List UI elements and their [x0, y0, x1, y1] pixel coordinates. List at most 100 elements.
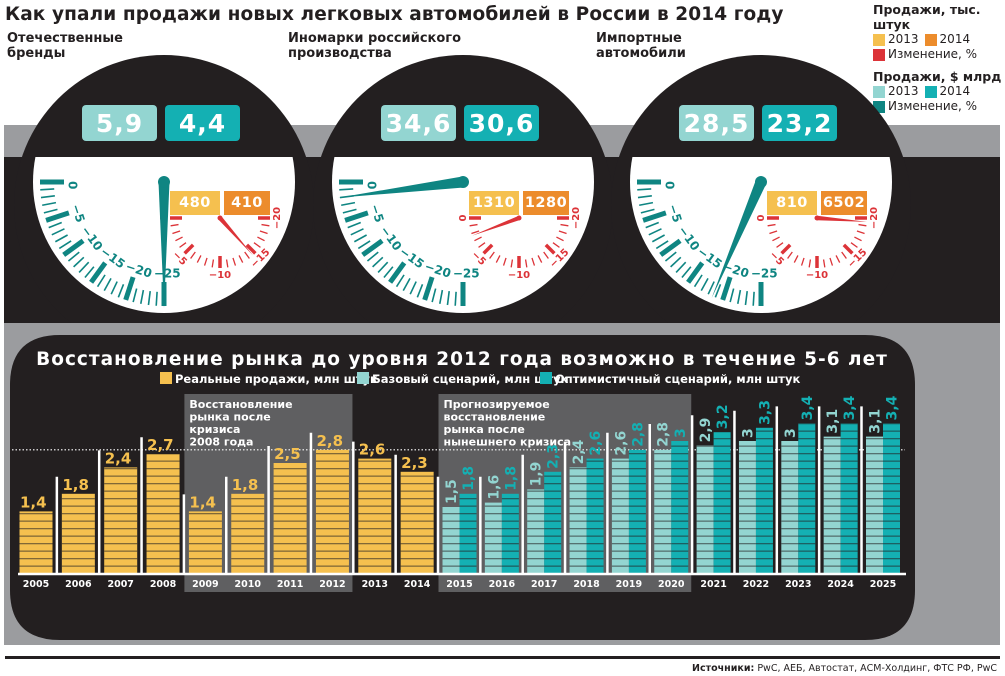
units-scale-minor-tick — [244, 251, 250, 259]
bar-stripes — [611, 458, 629, 573]
usd-scale-label: −25 — [751, 266, 778, 280]
bar-stripes — [696, 445, 714, 573]
usd-scale-major-tick — [361, 238, 384, 257]
bar-stripes — [866, 436, 883, 573]
usd-scale-major-tick — [123, 276, 136, 301]
bar-value-label-optimistic: 1,8 — [503, 466, 519, 491]
legend-swatch-usd-2014 — [924, 85, 937, 98]
bar-value-label-optimistic: 2,6 — [588, 431, 604, 456]
units-scale-minor-tick — [257, 236, 265, 242]
legend-usd-2014: 2014 — [939, 84, 971, 98]
bar-value-label-optimistic: 3 — [673, 428, 689, 438]
units-scale-minor-tick — [858, 223, 867, 227]
bar-value-label: 2,5 — [274, 445, 301, 463]
usd-scale-minor-tick — [155, 291, 158, 306]
usd-scale-minor-tick — [147, 291, 152, 306]
bar-stripes — [798, 423, 816, 573]
gauge-label-imported: Импортные автомобили — [596, 31, 686, 61]
units-needle-pivot — [217, 215, 223, 221]
units-scale-major-tick — [482, 243, 494, 255]
units-2013-value: 810 — [767, 191, 817, 215]
usd-scale-minor-tick — [454, 291, 457, 306]
bar-value-label-optimistic: 3,2 — [715, 404, 731, 429]
usd-scale-minor-tick — [103, 278, 112, 292]
units-scale-minor-tick — [225, 259, 229, 268]
units-scale-minor-tick — [856, 230, 865, 235]
bar-value-label-base: 2,9 — [698, 418, 714, 443]
bar-stripes — [104, 467, 138, 573]
units-scale-minor-tick — [232, 257, 237, 266]
usd-scale-minor-tick — [353, 234, 367, 243]
usd-change-needle — [158, 182, 170, 308]
usd-scale-minor-tick — [110, 281, 118, 295]
usd-scale-minor-tick — [664, 251, 677, 262]
units-scale-minor-tick — [558, 230, 567, 235]
x-tick-label: 2023 — [785, 579, 811, 590]
bar-stripes — [823, 436, 841, 573]
usd-scale-minor-tick — [366, 251, 379, 262]
usd-scale-label: 0 — [663, 181, 677, 189]
bar-stripes — [501, 493, 519, 573]
usd-scale-minor-tick — [139, 289, 145, 304]
x-tick-label: 2015 — [446, 579, 472, 590]
bar-value-label-base: 1,6 — [486, 475, 502, 500]
bar-value-label-optimistic: 3,3 — [757, 400, 773, 425]
usd-2013-value: 5,9 — [82, 105, 157, 141]
x-tick-label: 2017 — [531, 579, 557, 590]
bar-value-label-base: 3,1 — [868, 409, 884, 434]
x-tick-label: 2014 — [404, 579, 431, 590]
legend-swatch-units-2013 — [873, 33, 885, 46]
annotation-text: нынешнего кризиса — [444, 436, 572, 449]
bar-stripes — [188, 511, 222, 573]
units-2014-value: 6502 — [821, 191, 867, 215]
x-tick-label: 2020 — [658, 579, 685, 590]
legend-swatch-optimistic — [540, 372, 552, 384]
x-tick-label: 2021 — [700, 579, 726, 590]
units-scale-major-tick — [544, 243, 556, 255]
units-scale-minor-tick — [172, 230, 181, 235]
usd-needle-pivot — [457, 176, 469, 188]
annotation-text: рынка после — [444, 423, 525, 436]
bar-value-label: 2,4 — [105, 449, 132, 467]
bar-stripes — [459, 493, 477, 573]
usd-scale-minor-tick — [372, 256, 384, 268]
chart-group: Восстановление рынка до уровня 2012 года… — [10, 335, 915, 640]
usd-scale-major-tick — [422, 276, 435, 301]
legend-units-title: Продажи, тыс. штук — [873, 2, 981, 32]
units-2013-value: 1310 — [469, 191, 519, 215]
units-scale-label: 0 — [754, 215, 765, 222]
usd-scale-minor-tick — [675, 261, 687, 273]
usd-scale-minor-tick — [637, 194, 652, 199]
usd-scale-major-tick — [89, 261, 108, 284]
bar-value-label-optimistic: 3,4 — [800, 395, 816, 420]
bar-value-label: 2,8 — [316, 432, 343, 450]
units-scale-minor-tick — [776, 242, 784, 248]
bar-value-label-optimistic: 3,4 — [885, 395, 901, 420]
usd-scale-minor-tick — [645, 221, 660, 229]
bar-stripes — [61, 493, 95, 573]
usd-scale-minor-tick — [54, 234, 68, 243]
units-scale-major-tick — [183, 243, 195, 255]
bar-value-label: 1,8 — [62, 476, 89, 494]
units-scale-minor-tick — [238, 255, 244, 263]
bar-stripes — [273, 463, 307, 573]
legend-usd-2013: 2013 — [888, 84, 919, 98]
legend-optimistic: Оптимистичный сценарий, млн штук — [555, 372, 800, 386]
units-scale-minor-tick — [211, 259, 215, 268]
usd-scale-minor-tick — [402, 278, 411, 292]
sources-note: Источники: PwC, АЕБ, Автостат, АСМ-Холди… — [692, 663, 997, 674]
usd-scale-minor-tick — [693, 274, 703, 288]
units-scale-minor-tick — [793, 255, 799, 263]
annotation-text: рынка после — [189, 411, 270, 424]
legend-units-change: Изменение, % — [888, 47, 978, 61]
usd-scale-minor-tick — [700, 278, 709, 292]
units-scale-minor-tick — [537, 255, 543, 263]
x-tick-label: 2010 — [235, 579, 262, 590]
bar-stripes — [527, 489, 545, 573]
bar-stripes — [231, 493, 265, 573]
usd-2013-value: 34,6 — [381, 105, 456, 141]
x-tick-label: 2006 — [65, 579, 92, 590]
bar-value-label-base: 2,8 — [656, 422, 672, 447]
annotation-text: восстановление — [444, 411, 546, 424]
x-tick-label: 2013 — [362, 579, 388, 590]
